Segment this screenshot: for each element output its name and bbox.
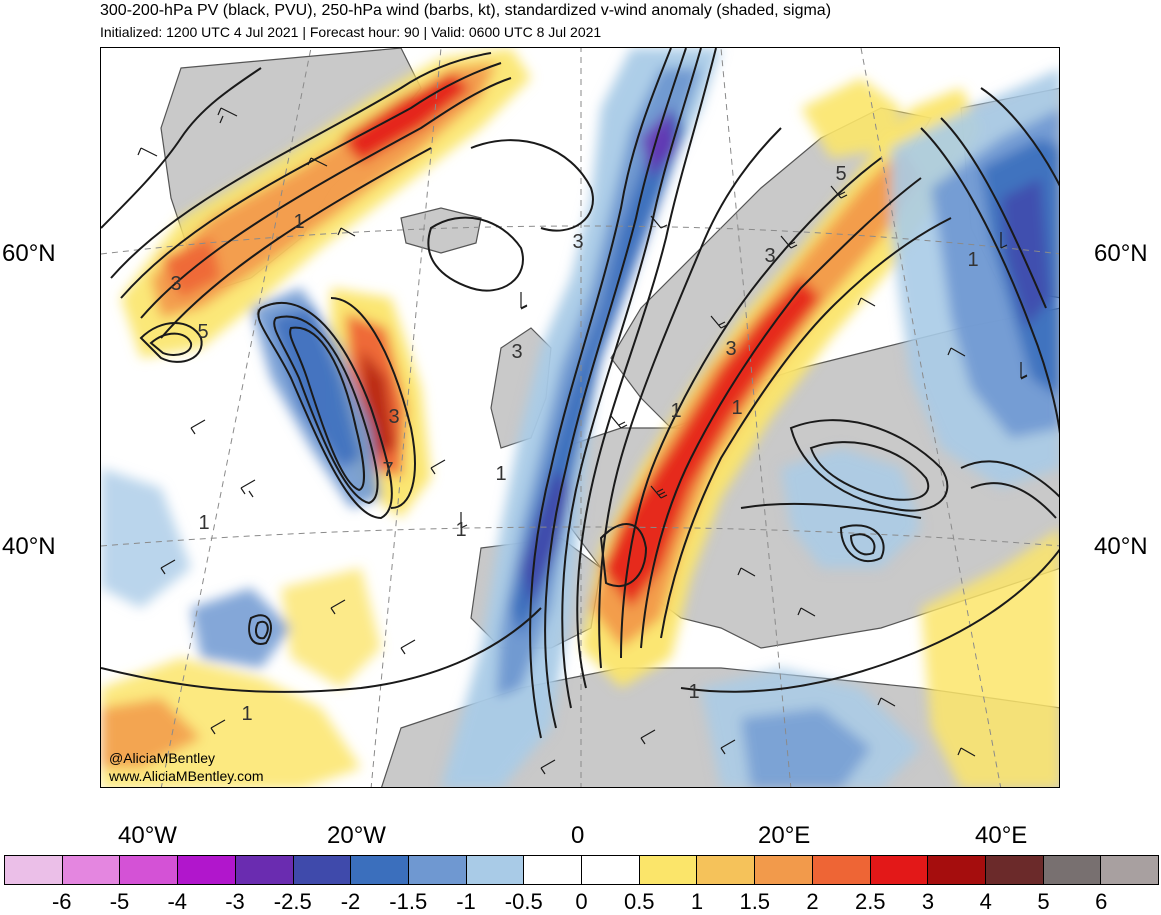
colorbar-cell (697, 856, 756, 884)
lat-label-40n-right: 40°N (1094, 533, 1148, 560)
contour-label: 3 (170, 273, 181, 295)
colorbar-cell (582, 856, 640, 884)
contour-label: 5 (197, 321, 208, 343)
colorbar-tick-label: 1.5 (739, 889, 771, 914)
colorbar-cell (5, 856, 63, 884)
colorbar-cell (928, 856, 986, 884)
colorbar-tick-label: -1 (456, 889, 476, 914)
colorbar-cell (120, 856, 179, 884)
colorbar-tick-label: 6 (1095, 889, 1108, 914)
colorbar-tick-label: -2 (340, 889, 361, 914)
colorbar-tick-label: 0.5 (623, 889, 655, 914)
contour-label: 1 (670, 400, 681, 422)
iceland (400, 207, 482, 254)
map-title: 300-200-hPa PV (black, PVU), 250-hPa win… (100, 2, 832, 19)
map-subtitle: Initialized: 1200 UTC 4 Jul 2021 | Forec… (100, 24, 602, 40)
colorbar-tick-label: 5 (1037, 889, 1050, 914)
colorbar-tick-label: -5 (109, 889, 130, 914)
lat-label-60n-right: 60°N (1094, 240, 1148, 267)
contour-label-group: 1 3 5 3 7 3 3 1 1 1 1 3 5 1 3 1 1 1 (170, 163, 978, 725)
lon-label-20w: 20°W (327, 822, 386, 849)
contour-label: 1 (455, 519, 466, 541)
colorbar-tick-label: -3 (225, 889, 245, 914)
contour-label: 1 (198, 512, 209, 534)
colorbar (4, 855, 1159, 885)
colorbar-cell (1043, 856, 1102, 884)
contour-label: 3 (511, 341, 522, 363)
colorbar-cell (985, 856, 1044, 884)
colorbar-cell (235, 856, 294, 884)
colorbar-cell (639, 856, 698, 884)
contour-label: 3 (572, 231, 583, 253)
contour-label: 1 (688, 681, 699, 703)
lat-label-40n-left: 40°N (2, 533, 56, 560)
contour-label: 1 (495, 463, 506, 485)
contour-label: 1 (731, 397, 742, 419)
colorbar-cell (351, 856, 409, 884)
colorbar-tick-label: 2 (806, 889, 819, 914)
colorbar-cell (524, 856, 583, 884)
colorbar-tick-label: 3 (921, 889, 935, 914)
anomaly-shading (101, 48, 1059, 787)
lon-label-40w: 40°W (118, 822, 177, 849)
contour-label: 1 (241, 703, 252, 725)
contour-label: 7 (382, 459, 393, 481)
weather-map[interactable]: 1 3 5 3 7 3 3 1 1 1 1 3 5 1 3 1 1 1 @Ali… (100, 47, 1060, 788)
lat-label-60n-left: 60°N (2, 240, 56, 267)
colorbar-cell (466, 856, 525, 884)
lon-label-40e: 40°E (975, 822, 1028, 849)
colorbar-tick-label: -6 (51, 889, 72, 914)
contour-label: 3 (388, 406, 399, 428)
contour-label: 1 (967, 249, 978, 271)
watermark-url: www.AliciaMBentley.com (109, 768, 264, 784)
colorbar-tick-label: 1 (690, 889, 704, 914)
colorbar-cell (870, 856, 929, 884)
colorbar-tick-label: -2.5 (273, 889, 312, 914)
colorbar-tick-label: 0 (575, 889, 588, 914)
lon-label-20e: 20°E (758, 822, 811, 849)
colorbar-cell (62, 856, 121, 884)
colorbar-cell (755, 856, 813, 884)
contour-label: 3 (764, 245, 775, 267)
pv-contours (101, 48, 1059, 739)
watermark-handle: @AliciaMBentley (109, 750, 216, 766)
colorbar-cell (812, 856, 871, 884)
colorbar-cell (408, 856, 467, 884)
colorbar-tick-label: 2.5 (854, 889, 886, 914)
contour-label: 5 (835, 163, 846, 185)
contour-label: 1 (293, 211, 304, 233)
colorbar-tick-label: -1.5 (389, 889, 428, 914)
colorbar-cell (178, 856, 236, 884)
contour-label: 3 (725, 338, 736, 360)
wind-barbs (137, 107, 1028, 775)
colorbar-tick-label: 4 (979, 889, 992, 914)
colorbar-tick-label: -0.5 (504, 889, 543, 914)
map-canvas: 1 3 5 3 7 3 3 1 1 1 1 3 5 1 3 1 1 1 (101, 48, 1059, 787)
colorbar-cell (1101, 856, 1159, 884)
colorbar-tick-label: -4 (167, 889, 188, 914)
lon-label-0: 0 (571, 822, 585, 849)
colorbar-cell (293, 856, 352, 884)
